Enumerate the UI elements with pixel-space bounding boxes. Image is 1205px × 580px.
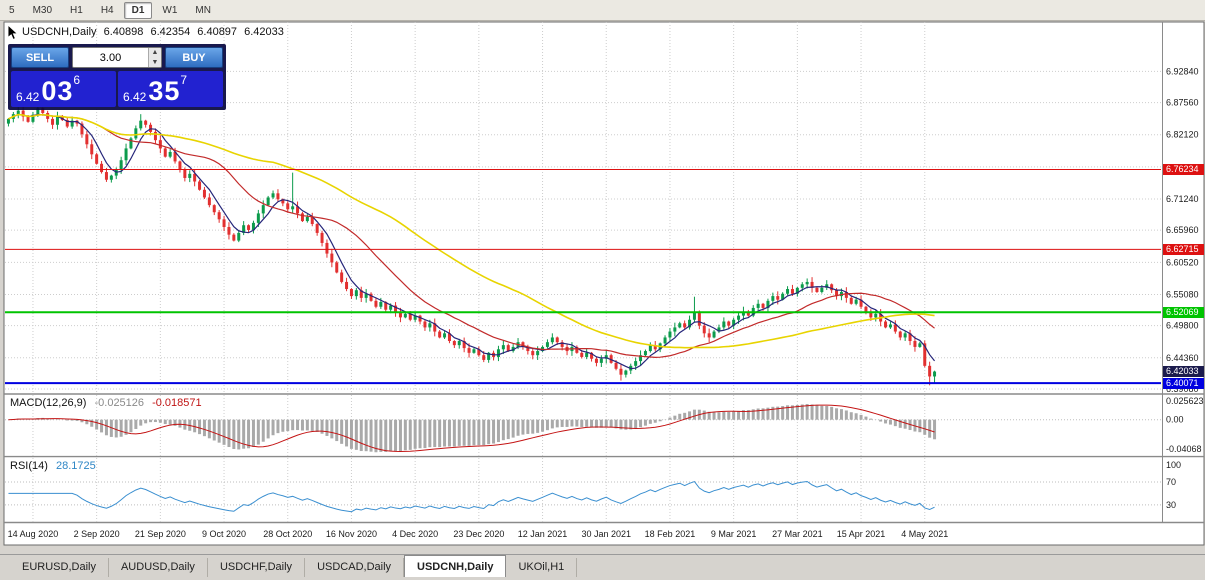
y-axis-label: 6.49800 [1166,321,1199,331]
y-axis-label: 6.39080 [1166,384,1199,394]
chart-tab-USDCHF[interactable]: USDCHF,Daily [208,558,306,577]
buy-price-pip-digit: 7 [180,73,188,87]
x-axis-label: 9 Mar 2021 [711,529,757,539]
ohlc-high: 6.42354 [150,26,191,38]
timeframe-button-5[interactable]: 5 [9,4,15,16]
x-axis-label: 21 Sep 2020 [135,529,186,539]
x-axis-label: 28 Oct 2020 [263,529,312,539]
sell-price-pip-digit: 6 [73,73,81,87]
x-axis-label: 30 Jan 2021 [581,529,631,539]
macd-signal-line [8,404,935,452]
y-axis-label: 6.82120 [1166,130,1199,140]
mouse-cursor-icon [7,24,19,41]
volume-spinners: ▲ ▼ [148,48,161,67]
rsi-axis-label: 30 [1166,500,1176,510]
timeframe-button-H4[interactable]: H4 [100,4,114,16]
y-axis-label: 6.44360 [1166,353,1199,363]
x-axis-label: 2 Sep 2020 [74,529,120,539]
ma-line-5 [8,113,936,370]
buy-price-big-digits: 35 [148,76,181,106]
volume-decrease-button[interactable]: ▼ [149,57,161,67]
ohlc-open: 6.40898 [103,26,144,38]
chart-symbol-label: USDCNH,Daily [22,26,97,38]
y-axis-label: 6.60520 [1166,257,1199,267]
price-badge: 6.52069 [1163,306,1204,318]
x-axis-label: 27 Mar 2021 [772,529,823,539]
chart-tab-UKOil[interactable]: UKOil,H1 [506,558,578,577]
chart-tabs-bar: EURUSD,Daily AUDUSD,Daily USDCHF,Daily USDC… [0,554,1205,577]
ohlc-close: 6.42033 [244,26,284,38]
x-axis-label: 4 Dec 2020 [392,529,438,539]
rsi-axis-label: 100 [1166,460,1181,470]
volume-input[interactable] [73,48,148,67]
y-axis-label: 6.92840 [1166,66,1199,76]
y-axis-label: 6.65960 [1166,225,1199,235]
x-axis-label: 16 Nov 2020 [326,529,377,539]
rsi-axis-label: 70 [1166,477,1176,487]
price-badge: 6.42033 [1163,366,1204,378]
timeframe-button-D1[interactable]: D1 [123,1,153,19]
timeframe-toolbar: 5 M30 H1 H4 D1 W1 MN [0,0,1205,21]
y-axis-label: 6.55080 [1166,289,1199,299]
macd-indicator-label: MACD(12,26,9) -0.025126 -0.018571 [10,397,207,409]
macd-axis-label: 0.00 [1166,415,1184,425]
x-axis-label: 12 Jan 2021 [518,529,568,539]
chart-tab-USDCNH[interactable]: USDCNH,Daily [404,555,507,577]
ma-line-55 [8,113,935,349]
chart-tab-AUDUSD[interactable]: AUDUSD,Daily [109,558,208,577]
sell-button[interactable]: SELL [11,47,69,68]
y-axis-label: 6.87560 [1166,98,1199,108]
sell-price-big-digits: 03 [41,76,74,106]
macd-axis-label: -0.04068 [1166,444,1202,454]
buy-price-base: 6.42 [123,90,147,104]
rsi-value: 28.1725 [55,460,96,472]
chart-tab-USDCAD[interactable]: USDCAD,Daily [305,558,405,577]
buy-button[interactable]: BUY [165,47,223,68]
buy-price-display[interactable]: 6.42 35 7 [118,71,223,107]
timeframe-button-H1[interactable]: H1 [70,4,83,16]
rsi-line [8,480,935,513]
rsi-indicator-label: RSI(14) 28.1725 [10,460,101,472]
sell-price-base: 6.42 [16,90,40,104]
macd-name: MACD(12,26,9) [10,397,87,409]
macd-signal-value: -0.018571 [152,397,202,409]
x-axis-label: 23 Dec 2020 [453,529,504,539]
macd-main-value: -0.025126 [94,397,145,409]
x-axis-label: 18 Feb 2021 [645,529,696,539]
macd-histogram [11,404,937,453]
timeframe-button-M30[interactable]: M30 [32,4,53,16]
price-badge: 6.76234 [1163,163,1204,175]
x-axis-label: 14 Aug 2020 [8,529,59,539]
price-badge: 6.40071 [1163,377,1204,389]
chart-ohlc-header: USDCNH,Daily 6.40898 6.42354 6.40897 6.4… [22,26,288,38]
ma-line-20 [8,113,935,358]
timeframe-button-MN[interactable]: MN [195,4,211,16]
gridlines [5,22,1161,522]
macd-axis-label: 0.025623 [1166,396,1204,406]
one-click-trade-panel: SELL ▲ ▼ BUY 6.42 03 6 6.42 35 7 [8,44,226,110]
sell-price-display[interactable]: 6.42 03 6 [11,71,116,107]
chart-tab-EURUSD[interactable]: EURUSD,Daily [10,558,109,577]
x-axis-label: 15 Apr 2021 [837,529,886,539]
price-badge: 6.62715 [1163,243,1204,255]
volume-field: ▲ ▼ [72,47,162,68]
candles-layer [6,103,937,386]
x-axis-label: 9 Oct 2020 [202,529,246,539]
x-axis-label: 4 May 2021 [901,529,948,539]
timeframe-button-W1[interactable]: W1 [162,4,178,16]
rsi-name: RSI(14) [10,460,48,472]
ohlc-low: 6.40897 [197,26,238,38]
volume-increase-button[interactable]: ▲ [149,48,161,58]
y-axis-label: 6.71240 [1166,194,1199,204]
